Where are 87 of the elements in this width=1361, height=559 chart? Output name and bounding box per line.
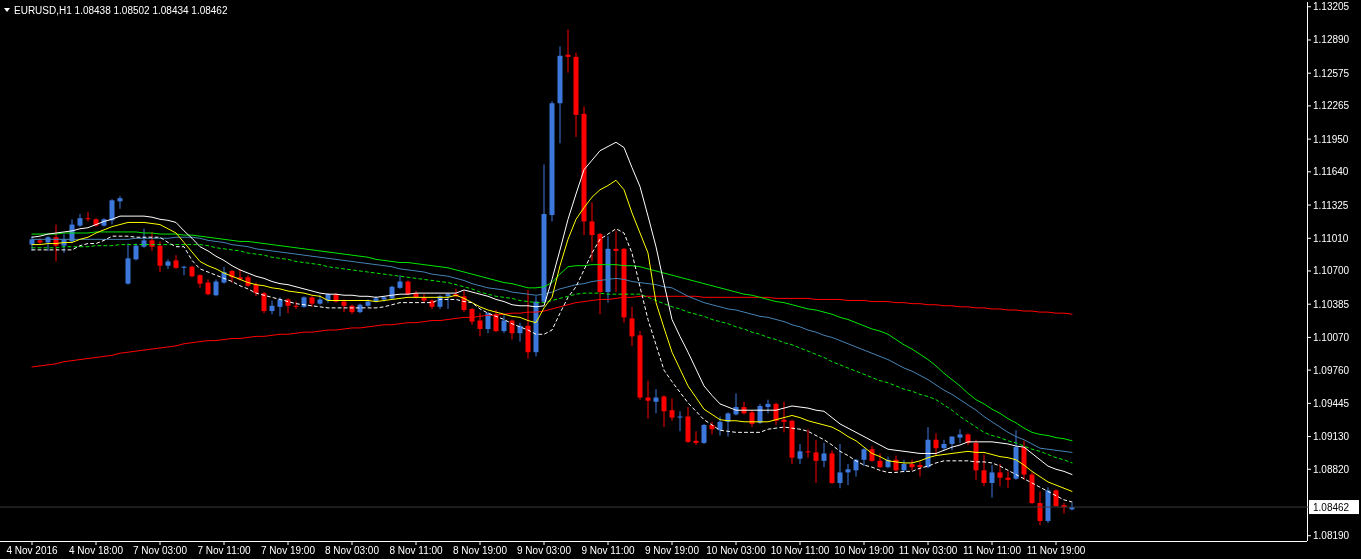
y-tick-label: 1.11010 (1313, 232, 1349, 244)
x-tick-label: 10 Nov 03:00 (706, 545, 767, 556)
candlestick (181, 265, 187, 276)
candlestick (397, 274, 403, 290)
x-tick-label: 7 Nov 03:00 (133, 545, 188, 556)
x-tick-label: 8 Nov 11:00 (389, 545, 444, 556)
x-tick-label: 4 Nov 2016 (6, 545, 59, 556)
candlestick (661, 394, 667, 428)
y-tick-label: 1.11950 (1313, 133, 1349, 145)
candlestick (941, 439, 947, 451)
candlestick (837, 443, 843, 489)
line-series (31, 228, 1073, 503)
y-tick-label: 1.13205 (1313, 1, 1350, 13)
y-tick-label: 1.09130 (1313, 431, 1350, 443)
candlestick (765, 399, 771, 414)
candlestick (277, 296, 283, 317)
candlestick (989, 464, 995, 499)
candlestick (445, 292, 451, 310)
candlestick (293, 301, 299, 310)
line-series (31, 179, 1073, 492)
candlestick (485, 311, 491, 334)
candlestick (957, 428, 963, 444)
candlestick (1005, 470, 1011, 489)
candlestick (85, 211, 91, 222)
candlestick (669, 398, 675, 422)
candlestick (805, 428, 811, 459)
y-tick-label: 1.10070 (1313, 331, 1350, 343)
x-tick-label: 9 Nov 03:00 (517, 545, 572, 556)
candlestick (629, 306, 635, 347)
candlestick (677, 410, 683, 432)
candlestick (269, 300, 275, 315)
y-tick-label: 1.12265 (1313, 100, 1350, 112)
x-tick-label: 11 Nov 03:00 (898, 545, 958, 556)
candlestick (813, 439, 819, 484)
x-tick-label: 4 Nov 18:00 (69, 545, 124, 556)
candlestick (781, 401, 787, 433)
candlestick (717, 416, 723, 437)
line-series (31, 141, 1073, 476)
y-tick-label: 1.12575 (1313, 67, 1350, 79)
candlestick (477, 312, 483, 337)
candlestick (981, 454, 987, 487)
y-tick-label: 1.08820 (1313, 463, 1350, 475)
candlestick (845, 463, 851, 486)
y-tick-label: 1.10700 (1313, 265, 1350, 277)
candlestick (109, 198, 115, 226)
candlestick (37, 237, 43, 246)
candlestick (645, 380, 651, 420)
candlestick (613, 230, 619, 293)
y-tick-label: 1.11640 (1313, 166, 1349, 178)
x-tick-label: 10 Nov 19:00 (834, 545, 895, 556)
candlestick (261, 291, 267, 314)
candlestick (117, 195, 123, 210)
x-tick-label: 10 Nov 11:00 (770, 545, 830, 556)
candlestick (701, 423, 707, 445)
candlestick (933, 432, 939, 457)
candlestick (909, 459, 915, 471)
candlestick (797, 443, 803, 465)
candlestick (653, 388, 659, 414)
candlestick (165, 258, 171, 270)
x-tick-label: 11 Nov 11:00 (962, 545, 1022, 556)
y-tick-label: 1.09760 (1313, 364, 1350, 376)
candlestick (589, 201, 595, 262)
candlestick (141, 228, 147, 249)
x-tick-label: 11 Nov 19:00 (1026, 545, 1086, 556)
x-tick-label: 7 Nov 11:00 (197, 545, 252, 556)
x-tick-label: 7 Nov 19:00 (261, 545, 316, 556)
candlestick (157, 240, 163, 273)
y-tick-label: 1.10385 (1313, 298, 1350, 310)
y-tick-label: 1.12890 (1313, 34, 1350, 46)
candlestick (285, 297, 291, 314)
x-tick-label: 8 Nov 19:00 (453, 545, 508, 556)
x-tick-label: 8 Nov 03:00 (325, 545, 380, 556)
x-tick-label: 9 Nov 19:00 (645, 545, 700, 556)
y-tick-label: 1.09445 (1313, 397, 1350, 409)
y-tick-label: 1.11325 (1313, 199, 1349, 211)
candlestick (693, 430, 699, 446)
x-tick-label: 9 Nov 11:00 (581, 545, 636, 556)
candlestick (725, 411, 731, 438)
candlestick (917, 461, 923, 478)
candlestick (565, 28, 571, 74)
candlestick (341, 298, 347, 313)
candlestick (877, 452, 883, 469)
candlestick (821, 442, 827, 468)
chart-title: EURUSD,H1 1.08438 1.08502 1.08434 1.08462 (14, 5, 228, 16)
y-tick-label: 1.08190 (1313, 530, 1350, 542)
candlestick (997, 463, 1003, 487)
ref-line-label: 1.08462 (1313, 501, 1350, 513)
